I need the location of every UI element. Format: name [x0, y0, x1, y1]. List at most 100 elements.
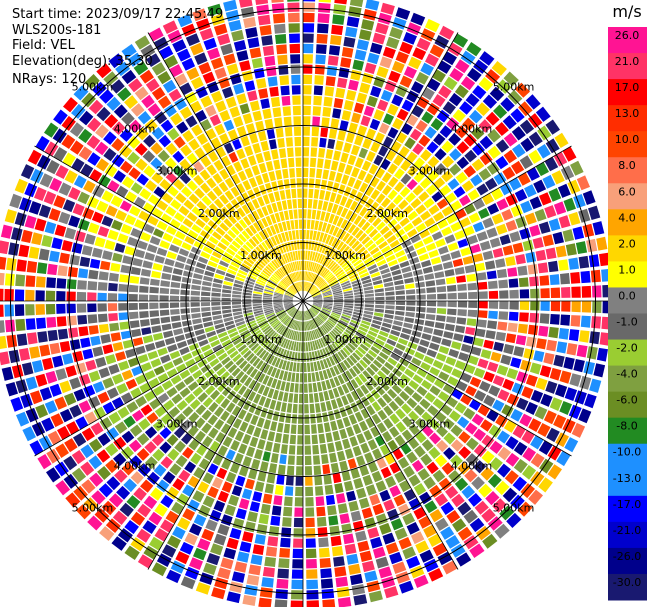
velocity-gate — [316, 278, 324, 287]
velocity-gate — [438, 245, 449, 255]
velocity-gate — [347, 176, 356, 188]
velocity-gate — [214, 246, 225, 255]
velocity-gate — [415, 312, 426, 319]
velocity-gate — [283, 302, 293, 305]
velocity-gate — [495, 139, 510, 153]
velocity-gate — [333, 150, 341, 161]
velocity-gate — [242, 456, 252, 467]
velocity-gate — [296, 310, 300, 320]
velocity-gate — [330, 462, 340, 473]
velocity-gate — [391, 223, 402, 234]
velocity-gate — [240, 329, 250, 337]
velocity-gate — [44, 221, 57, 235]
range-ring-label: 5.00km — [493, 502, 535, 515]
velocity-gate — [164, 104, 177, 118]
velocity-gate — [507, 267, 518, 277]
range-ring-label: 5.00km — [72, 80, 114, 93]
velocity-gate — [150, 358, 162, 368]
velocity-gate — [490, 351, 502, 363]
velocity-gate — [294, 383, 299, 393]
velocity-gate — [213, 23, 228, 36]
velocity-gate — [108, 272, 119, 282]
velocity-gate — [414, 445, 426, 458]
velocity-gate — [305, 282, 309, 292]
velocity-gate — [447, 308, 457, 316]
velocity-gate — [530, 471, 545, 487]
velocity-gate — [303, 33, 314, 43]
velocity-gate — [588, 205, 601, 220]
velocity-gate — [372, 448, 383, 460]
velocity-gate — [281, 200, 288, 210]
velocity-gate — [146, 412, 159, 424]
velocity-gate — [260, 256, 268, 265]
velocity-gate — [253, 67, 265, 79]
velocity-gate — [441, 155, 455, 168]
velocity-gate — [348, 367, 357, 378]
velocity-gate — [440, 404, 453, 416]
velocity-gate — [171, 321, 182, 329]
velocity-gate — [537, 125, 552, 141]
velocity-gate — [405, 311, 415, 318]
velocity-gate — [382, 184, 392, 196]
velocity-gate — [152, 263, 163, 271]
velocity-gate — [354, 191, 364, 202]
velocity-gate — [376, 457, 387, 469]
velocity-gate — [364, 307, 374, 312]
velocity-gate — [448, 92, 463, 107]
velocity-gate — [268, 139, 277, 150]
velocity-gate — [292, 261, 297, 272]
velocity-gate — [248, 402, 257, 414]
velocity-gate — [212, 251, 222, 259]
velocity-gate — [391, 269, 402, 276]
velocity-gate — [349, 212, 358, 223]
velocity-gate — [380, 268, 390, 275]
velocity-gate — [294, 352, 298, 362]
velocity-gate — [273, 322, 282, 330]
velocity-gate — [287, 2, 300, 12]
velocity-gate — [492, 498, 507, 513]
velocity-gate — [167, 420, 179, 432]
velocity-gate — [337, 597, 352, 607]
velocity-gate — [275, 308, 285, 314]
velocity-gate — [539, 365, 552, 378]
velocity-gate — [336, 217, 344, 227]
velocity-gate — [35, 276, 46, 288]
velocity-gate — [292, 272, 297, 282]
velocity-gate — [102, 250, 113, 261]
velocity-gate — [325, 234, 332, 245]
velocity-gate — [341, 395, 349, 406]
velocity-gate — [288, 319, 294, 328]
velocity-gate — [197, 392, 208, 403]
velocity-gate — [101, 215, 114, 227]
velocity-gate — [315, 496, 325, 507]
velocity-gate — [327, 138, 336, 149]
velocity-gate — [360, 275, 371, 282]
velocity-gate — [507, 322, 518, 333]
velocity-gate — [327, 260, 335, 269]
velocity-gate — [327, 55, 339, 66]
velocity-gate — [418, 515, 432, 529]
velocity-gate — [183, 326, 194, 333]
velocity-gate — [310, 414, 316, 424]
velocity-gate — [442, 418, 455, 430]
velocity-gate — [479, 152, 493, 166]
velocity-gate — [103, 71, 119, 86]
velocity-gate — [196, 375, 207, 385]
velocity-gate — [215, 394, 225, 405]
velocity-gate — [372, 32, 386, 45]
velocity-gate — [326, 65, 338, 76]
velocity-gate — [401, 266, 412, 274]
velocity-gate — [384, 361, 394, 371]
velocity-gate — [354, 243, 363, 252]
velocity-gate — [311, 306, 320, 313]
velocity-gate — [317, 13, 330, 24]
velocity-gate — [391, 60, 405, 74]
velocity-gate — [298, 404, 303, 414]
velocity-gate — [362, 279, 372, 285]
velocity-gate — [209, 440, 221, 453]
velocity-gate — [5, 382, 18, 397]
velocity-gate — [102, 377, 115, 389]
velocity-gate — [331, 342, 339, 352]
velocity-gate — [427, 156, 440, 168]
velocity-gate — [368, 590, 383, 603]
